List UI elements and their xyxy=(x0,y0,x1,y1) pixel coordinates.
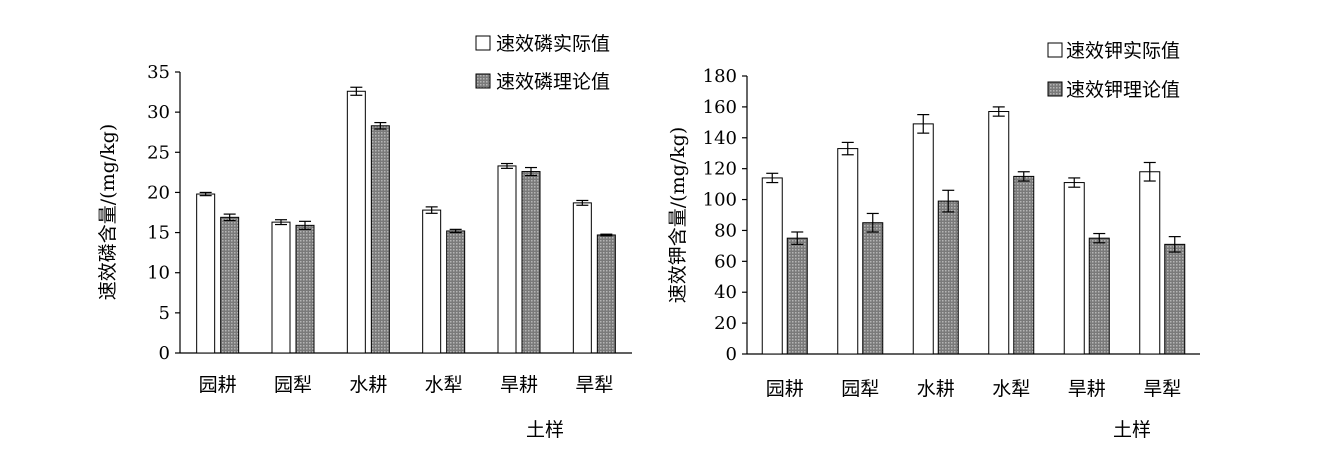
category-label: 旱耕 xyxy=(500,374,538,396)
legend-label-actual-1: 速效磷实际值 xyxy=(496,33,610,55)
category-label: 水耕 xyxy=(349,374,387,396)
y-tick-label: 100 xyxy=(703,190,737,211)
bar-theory xyxy=(1164,243,1186,355)
bar-actual xyxy=(572,202,592,354)
bar-theory xyxy=(1013,175,1035,355)
bar-theory xyxy=(937,200,959,355)
bar-actual xyxy=(346,90,366,354)
category-labels-1: 园耕 园犁 水耕 水犁 旱耕 旱犁 xyxy=(199,374,614,396)
category-label: 旱犁 xyxy=(1143,378,1181,400)
bar-actual xyxy=(988,111,1010,355)
y-ticks-2: 0 20 40 60 80 100 120 140 160 180 xyxy=(703,66,747,365)
legend-2: 速效钾实际值 速效钾理论值 xyxy=(1047,40,1180,101)
bars-1 xyxy=(196,86,616,354)
y-tick-label: 20 xyxy=(147,182,170,203)
chart-potassium: 0 20 40 60 80 100 120 140 160 180 园耕 园犁 水耕 水犁 旱耕 旱犁 速效… xyxy=(667,40,1200,441)
y-tick-label: 10 xyxy=(147,263,170,284)
bar-theory xyxy=(295,224,315,354)
bar-actual xyxy=(761,177,783,355)
category-label: 水犁 xyxy=(425,374,463,396)
legend-swatch-actual-2 xyxy=(1047,42,1063,58)
y-axis-label-1: 速效磷含量/(mg/kg) xyxy=(97,124,119,300)
legend-label-theory-2: 速效钾理论值 xyxy=(1066,79,1180,101)
legend-label-actual-2: 速效钾实际值 xyxy=(1066,40,1180,62)
bar-actual xyxy=(1063,182,1085,355)
y-tick-label: 40 xyxy=(714,282,737,303)
bar-theory xyxy=(596,234,616,354)
bar-theory xyxy=(1088,237,1110,355)
category-label: 园犁 xyxy=(841,378,879,400)
category-label: 旱犁 xyxy=(575,374,613,396)
y-tick-label: 160 xyxy=(703,97,737,118)
y-tick-label: 0 xyxy=(726,344,737,365)
category-label: 水犁 xyxy=(992,378,1030,400)
category-label: 旱耕 xyxy=(1068,378,1106,400)
y-tick-label: 140 xyxy=(703,128,737,149)
bar-theory xyxy=(370,125,390,354)
bar-actual xyxy=(422,209,442,354)
bar-actual xyxy=(271,221,291,354)
legend-1: 速效磷实际值 速效磷理论值 xyxy=(475,33,610,93)
y-tick-label: 15 xyxy=(147,223,170,244)
legend-swatch-theory-1 xyxy=(475,73,491,89)
bars-2 xyxy=(761,106,1186,355)
x-axis-label-2: 土样 xyxy=(1113,419,1151,441)
bar-actual xyxy=(912,123,934,355)
y-tick-label: 35 xyxy=(147,62,170,83)
category-label: 园耕 xyxy=(199,374,237,396)
y-tick-label: 120 xyxy=(703,159,737,180)
bar-actual xyxy=(837,148,859,355)
y-tick-label: 5 xyxy=(159,303,170,324)
legend-swatch-actual-1 xyxy=(475,35,491,51)
y-tick-label: 30 xyxy=(147,102,170,123)
y-axis-label-2: 速效钾含量/(mg/kg) xyxy=(667,127,689,303)
bar-actual xyxy=(1139,171,1161,355)
bar-theory xyxy=(220,216,240,354)
y-tick-label: 60 xyxy=(714,251,737,272)
category-label: 园耕 xyxy=(766,378,804,400)
legend-swatch-theory-2 xyxy=(1047,81,1063,97)
bar-theory xyxy=(521,171,541,354)
bar-theory xyxy=(862,222,884,355)
y-tick-label: 0 xyxy=(159,343,170,364)
x-axis-label-1: 土样 xyxy=(526,419,564,441)
bar-actual xyxy=(196,193,216,354)
bar-theory xyxy=(446,230,466,354)
y-ticks-1: 0 5 10 15 20 25 30 35 xyxy=(147,62,180,364)
y-tick-label: 80 xyxy=(714,220,737,241)
y-tick-label: 20 xyxy=(714,313,737,334)
bar-theory xyxy=(786,237,808,355)
category-label: 水耕 xyxy=(917,378,955,400)
category-label: 园犁 xyxy=(274,374,312,396)
bar-actual xyxy=(497,165,517,354)
y-tick-label: 180 xyxy=(703,66,737,87)
legend-label-theory-1: 速效磷理论值 xyxy=(496,71,610,93)
category-labels-2: 园耕 园犁 水耕 水犁 旱耕 旱犁 xyxy=(766,378,1182,400)
chart-phosphorus: 0 5 10 15 20 25 30 35 园耕 园犁 水耕 水犁 旱耕 旱犁 速效磷含量/(mg/kg… xyxy=(97,33,632,441)
y-tick-label: 25 xyxy=(147,142,170,163)
